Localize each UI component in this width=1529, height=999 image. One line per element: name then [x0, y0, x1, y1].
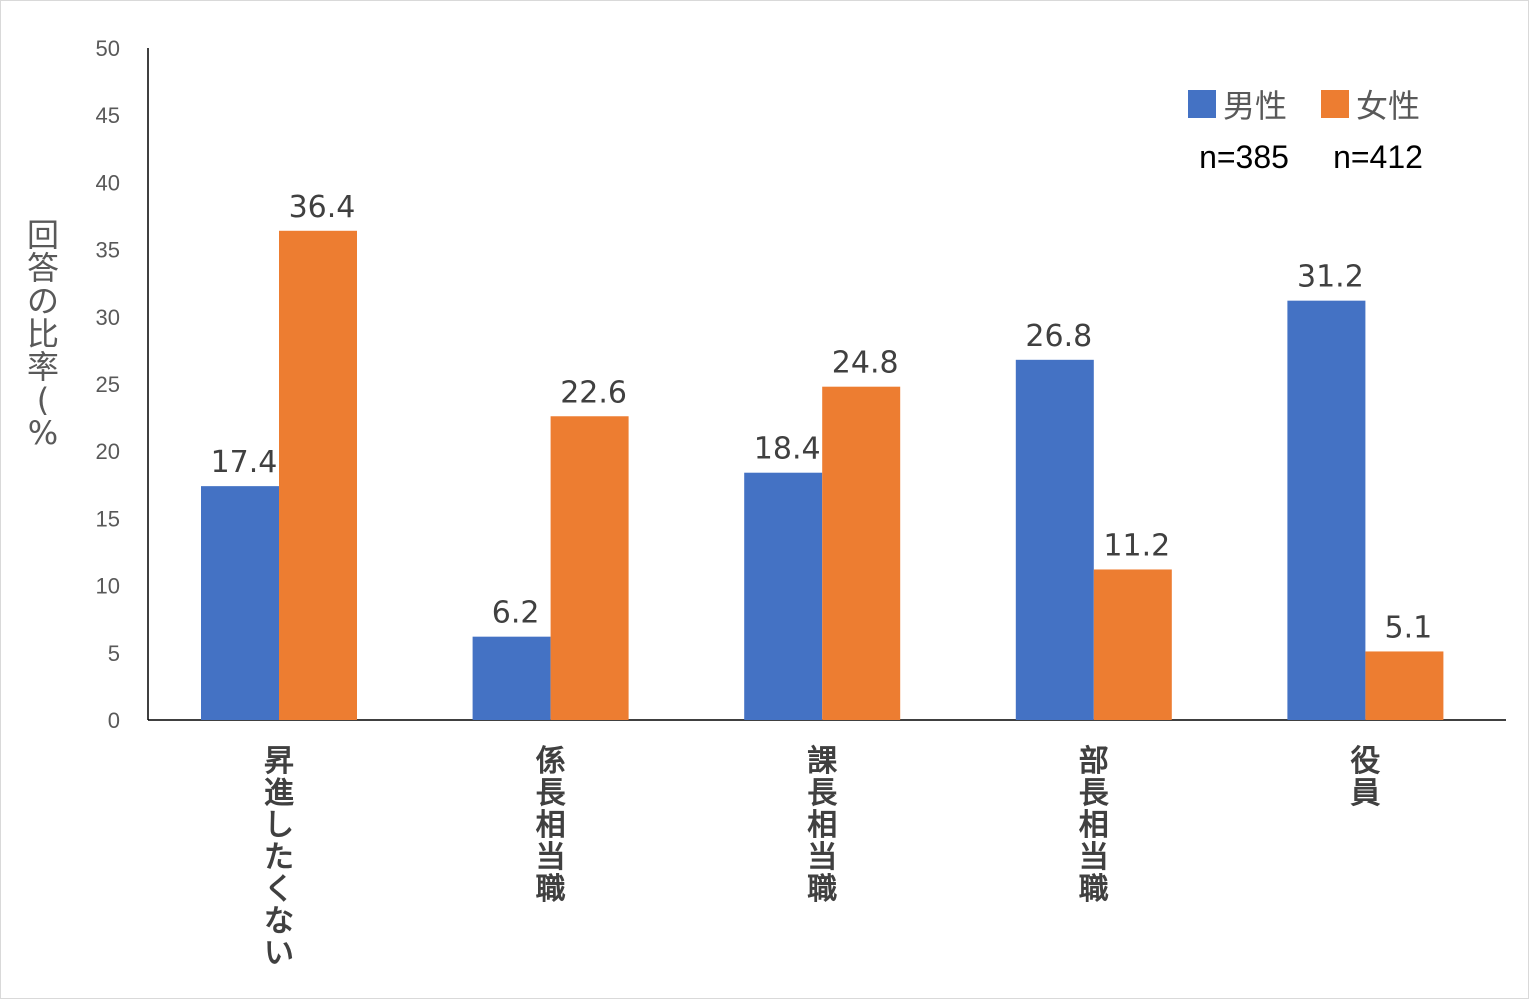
data-label: 31.2 — [1297, 260, 1364, 295]
bar-female-1 — [550, 416, 629, 720]
data-label: 26.8 — [1025, 319, 1092, 354]
y-tick-label: 5 — [108, 641, 120, 666]
y-tick-label: 50 — [96, 36, 120, 61]
y-tick-label: 45 — [96, 103, 120, 128]
category-label-char: 職 — [1079, 872, 1109, 907]
bar-female-3 — [1093, 569, 1172, 720]
y-tick-label: 15 — [96, 506, 120, 531]
bar-male-2 — [744, 472, 823, 720]
category-label-char: く — [264, 872, 294, 907]
category-label-char: 当 — [807, 840, 837, 875]
data-label: 11.2 — [1103, 528, 1170, 563]
category-label-char: 相 — [1079, 808, 1109, 843]
bar-female-2 — [822, 386, 901, 720]
bar-male-0 — [201, 486, 279, 720]
category-label-char: い — [264, 936, 294, 971]
category-label-char: 長 — [536, 776, 567, 811]
legend: 男性 女性 — [1188, 87, 1420, 125]
bars — [201, 230, 1444, 720]
category-label-char: 昇 — [264, 744, 294, 779]
y-tick-label: 40 — [96, 170, 120, 195]
legend-label-male: 男性 — [1223, 87, 1287, 125]
sample-size-male: n=385 — [1199, 139, 1289, 175]
y-tick-label: 30 — [96, 305, 120, 330]
bar-female-4 — [1365, 651, 1444, 720]
y-tick-label: 10 — [96, 574, 120, 599]
bar-male-1 — [472, 636, 551, 720]
y-tick-label: 35 — [96, 238, 120, 263]
category-label-char: 長 — [807, 776, 838, 811]
category-label-char: 部 — [1079, 744, 1109, 779]
data-label: 6.2 — [492, 596, 540, 631]
category-label-char: 進 — [264, 776, 294, 811]
category-label-char: 係 — [536, 744, 566, 779]
y-tick-label: 20 — [96, 439, 120, 464]
data-label: 18.4 — [754, 432, 821, 467]
y-label-char: 率 — [27, 348, 59, 386]
sample-size-female: n=412 — [1333, 139, 1423, 175]
category-label-char: 職 — [536, 872, 566, 907]
data-label: 22.6 — [560, 375, 627, 410]
y-label-char: ( — [37, 381, 49, 419]
y-label-char: の — [27, 282, 59, 320]
category-label-char: 課 — [807, 744, 838, 779]
bar-male-4 — [1287, 300, 1366, 720]
bar-male-3 — [1015, 359, 1094, 720]
legend-swatch-male — [1188, 90, 1216, 118]
y-tick-label: 25 — [96, 372, 120, 397]
y-label-char: % — [28, 414, 58, 452]
category-label-char: 当 — [1079, 840, 1109, 875]
category-label-char: 当 — [536, 840, 566, 875]
y-label-char: 回 — [27, 216, 59, 254]
y-tick-label: 0 — [108, 708, 120, 733]
data-labels: 17.4 6.2 18.4 26.8 31.2 36.4 22.6 24.8 11.2 5.1 — [211, 190, 1433, 646]
category-label: 役員 — [1350, 744, 1380, 811]
category-label-char: 員 — [1350, 776, 1380, 811]
data-label: 36.4 — [289, 190, 356, 225]
y-tick-labels: 0 5 10 15 20 25 30 35 40 45 50 — [96, 36, 120, 733]
data-label: 5.1 — [1385, 610, 1433, 645]
category-label-char: 役 — [1350, 744, 1380, 779]
y-label-char: 比 — [27, 315, 59, 353]
y-label-char: 答 — [27, 249, 59, 287]
category-label-char: 長 — [1079, 776, 1110, 811]
legend-label-female: 女性 — [1356, 87, 1420, 125]
category-label-char: 相 — [807, 808, 837, 843]
bar-female-0 — [279, 230, 357, 720]
category-label-char: な — [264, 904, 294, 939]
category-label-char: 相 — [536, 808, 566, 843]
category-label-char: し — [264, 808, 294, 843]
category-label-char: 職 — [807, 872, 837, 907]
data-label: 17.4 — [211, 445, 278, 480]
data-label: 24.8 — [832, 346, 899, 381]
category-label-char: た — [264, 840, 294, 875]
legend-swatch-female — [1321, 90, 1349, 118]
